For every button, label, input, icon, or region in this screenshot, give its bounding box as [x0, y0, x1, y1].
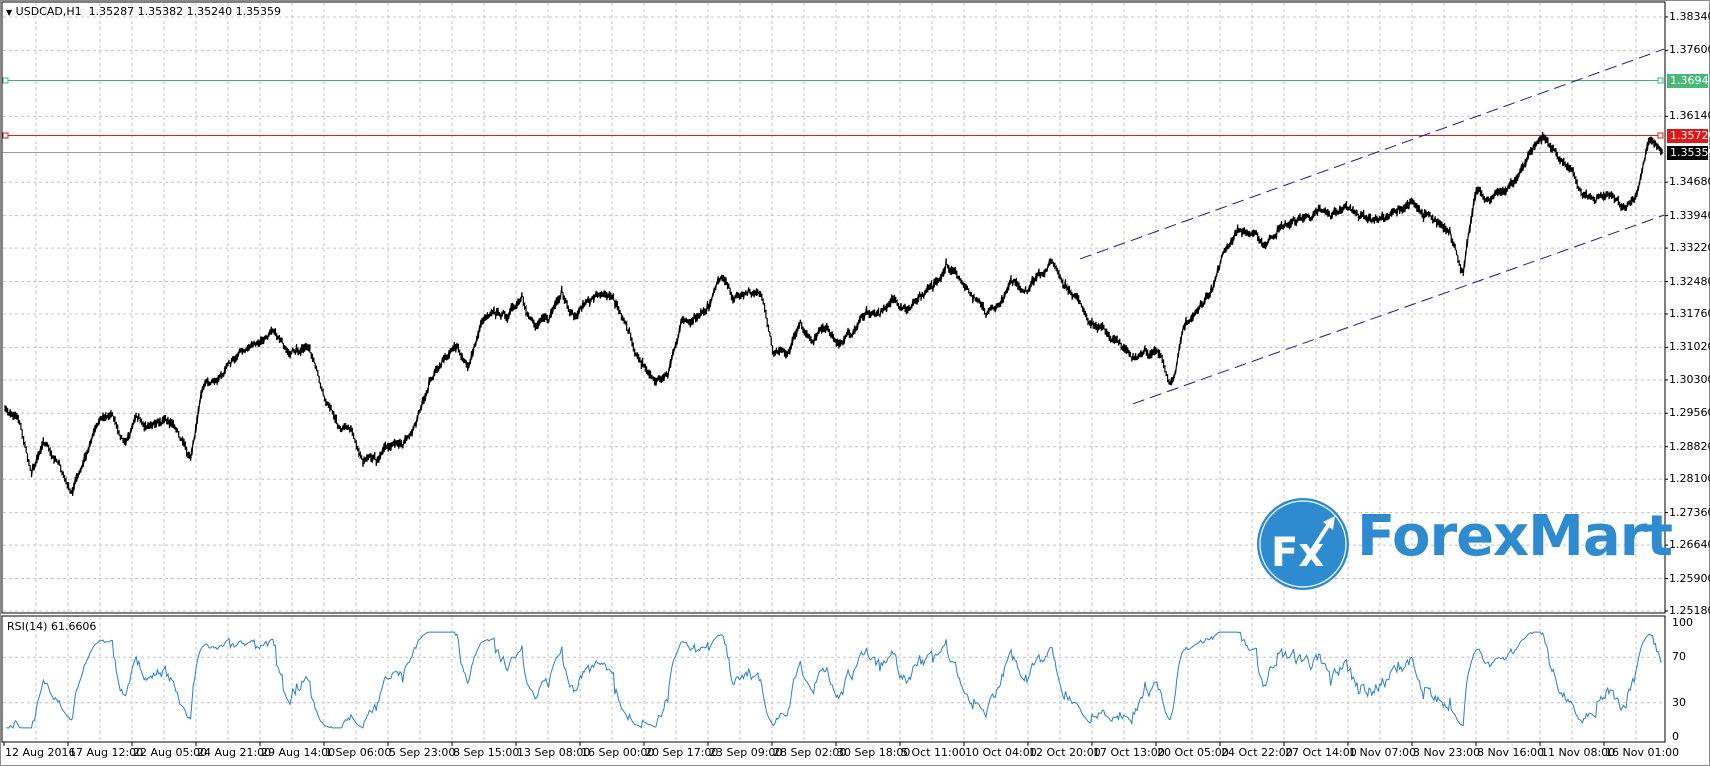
line-handle	[2, 132, 9, 139]
time-tick-label: 12 Aug 2016	[5, 746, 76, 759]
time-tick-label: 11 Nov 08:00	[1541, 746, 1616, 759]
price-tick-label: 1.31020	[1669, 340, 1710, 354]
channel-upper-line	[1079, 48, 1665, 260]
price-tick-label: 1.28820	[1669, 439, 1710, 453]
time-tick-label: 23 Sep 09:00	[709, 746, 783, 759]
support-price-tag: 1.35720	[1667, 128, 1710, 143]
price-tick-label: 1.32480	[1669, 274, 1710, 288]
symbol-timeframe: USDCAD,H1	[15, 5, 82, 18]
time-tick-label: 8 Nov 16:00	[1477, 746, 1545, 759]
price-tick-label: 1.38340	[1669, 10, 1710, 23]
price-tick-label: 1.31760	[1669, 307, 1710, 320]
time-tick-label: 13 Sep 08:00	[517, 746, 591, 759]
price-tick-label: 1.33220	[1669, 241, 1710, 255]
time-tick-label: 28 Sep 02:00	[773, 746, 847, 759]
rsi-line	[6, 631, 1663, 729]
time-tick-label: 27 Oct 14:00	[1285, 746, 1357, 759]
price-tick-label: 1.36140	[1669, 109, 1710, 123]
time-tick-label: 22 Aug 05:00	[133, 746, 208, 759]
price-tick-label: 1.25900	[1669, 571, 1710, 585]
line-handle	[2, 77, 9, 84]
time-tick-label: 8 Sep 15:00	[453, 746, 520, 759]
rsi-level-label: 0	[1672, 730, 1679, 743]
price-tick-label: 1.37600	[1669, 43, 1710, 57]
time-tick-label: 17 Aug 12:00	[69, 746, 144, 759]
rsi-level-label: 30	[1672, 695, 1686, 709]
forexmart-logo: Fx ForexMart	[1255, 496, 1673, 596]
rsi-level-label: 70	[1672, 650, 1686, 664]
resistance-price-tag: 1.36947	[1667, 73, 1710, 88]
triangle-down-icon[interactable]: ▼	[6, 8, 13, 17]
rsi-pane-border	[1, 615, 1666, 743]
time-tick-label: 20 Sep 17:00	[645, 746, 719, 759]
price-tick-label: 1.29560	[1669, 406, 1710, 420]
svg-text:Fx: Fx	[1271, 530, 1324, 576]
rsi-level-label: 100	[1672, 616, 1693, 629]
logo-text: ForexMart	[1357, 504, 1673, 569]
rsi-label: RSI(14) 61.6606	[7, 620, 97, 633]
fx-logo-icon: Fx	[1257, 498, 1349, 590]
main-pane-border	[1, 1, 1666, 614]
current-price-tag: 1.35359	[1667, 145, 1710, 160]
time-tick-label: 5 Oct 11:00	[901, 746, 966, 759]
time-tick-label: 1 Sep 06:00	[325, 746, 392, 759]
time-tick-label: 17 Oct 13:00	[1093, 746, 1165, 759]
time-tick-label: 30 Sep 18:00	[837, 746, 911, 759]
time-tick-label: 5 Sep 23:00	[389, 746, 456, 759]
time-tick-label: 24 Oct 22:00	[1221, 746, 1293, 759]
time-tick-label: 20 Oct 05:00	[1157, 746, 1229, 759]
price-tick-label: 1.26640	[1669, 538, 1710, 552]
line-handle	[1657, 77, 1664, 84]
time-tick-label: 16 Sep 00:00	[581, 746, 655, 759]
time-tick-label: 3 Nov 23:00	[1413, 746, 1481, 759]
price-tick-label: 1.27360	[1669, 505, 1710, 519]
time-tick-label: 24 Aug 21:00	[197, 746, 272, 759]
price-tick-label: 1.34680	[1669, 175, 1710, 189]
line-handle	[1657, 132, 1664, 139]
chart-title: ▼ USDCAD,H1 1.35287 1.35382 1.35240 1.35…	[6, 5, 281, 18]
price-line	[4, 131, 1663, 496]
ohlc-values: 1.35287 1.35382 1.35240 1.35359	[88, 5, 282, 18]
time-tick-label: 12 Oct 20:00	[1029, 746, 1101, 759]
time-tick-label: 10 Oct 04:00	[965, 746, 1037, 759]
price-tick-label: 1.33940	[1669, 208, 1710, 222]
channel-lower-line	[1132, 214, 1665, 405]
price-tick-label: 1.25180	[1669, 604, 1710, 617]
time-tick-label: 1 Nov 07:00	[1349, 746, 1417, 759]
time-tick-label: 16 Nov 01:00	[1605, 746, 1680, 759]
price-tick-label: 1.30300	[1669, 372, 1710, 386]
time-tick-label: 29 Aug 14:00	[261, 746, 336, 759]
price-tick-label: 1.28100	[1669, 472, 1710, 486]
